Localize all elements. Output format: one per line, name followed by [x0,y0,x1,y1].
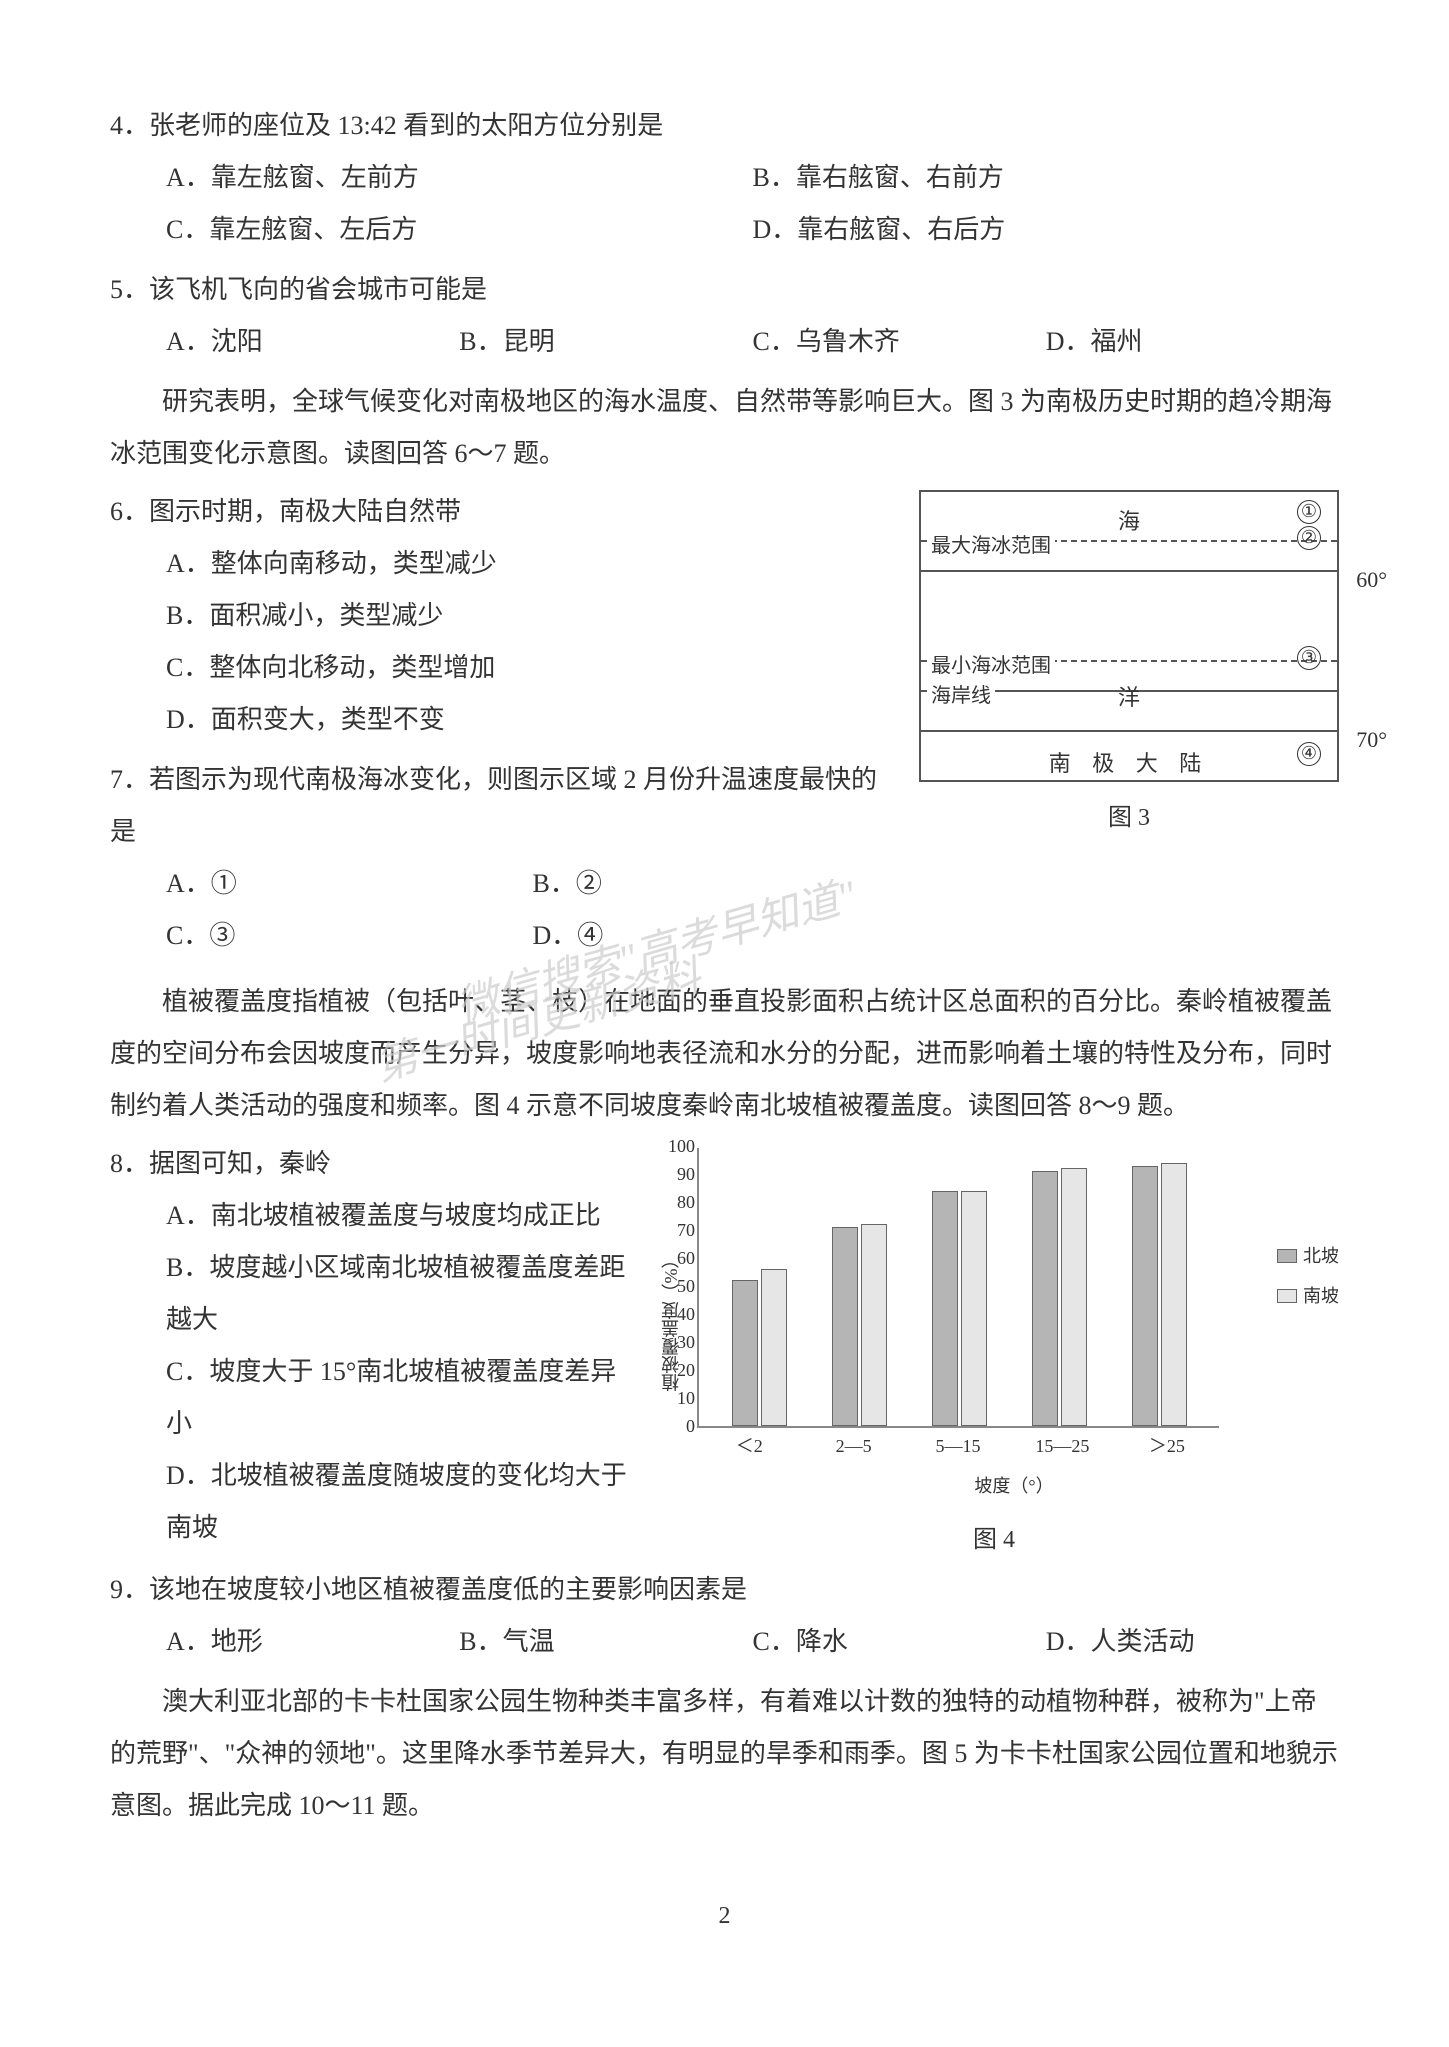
q4-stem: 4．张老师的座位及 13:42 看到的太阳方位分别是 [110,100,1339,152]
fig3-max-ice-label: 最大海冰范围 [927,526,1055,566]
q7-opt-c: C．③ [166,910,533,962]
q4-opt-b: B．靠右舷窗、右前方 [753,152,1340,204]
fig4-legend: 北坡南坡 [1277,1238,1339,1318]
fig4-xtick-label: ＞25 [1115,1428,1219,1464]
q9-opt-c: C．降水 [753,1616,1046,1668]
fig3-tick-70: 70° [1356,718,1387,762]
figure-4-chart: 植被覆盖度（%） 0102030405060708090100 ＜22—55—1… [649,1138,1339,1504]
fig4-xtick-label: ＜2 [697,1428,801,1464]
q4-opt-c: C．靠左舷窗、左后方 [166,204,753,256]
fig4-bar [1061,1168,1087,1426]
fig3-continent-label: 南 极 大 陆 [1049,742,1210,786]
q8-opt-d: D．北坡植被覆盖度随坡度的变化均大于南坡 [166,1450,629,1554]
fig4-bar-group [709,1269,809,1426]
q8-opt-c: C．坡度大于 15°南北坡植被覆盖度差异小 [166,1346,629,1450]
question-9: 9．该地在坡度较小地区植被覆盖度低的主要影响因素是 A．地形 B．气温 C．降水… [110,1564,1339,1668]
q6-opt-c: C．整体向北移动，类型增加 [166,642,899,694]
q6-opt-d: D．面积变大，类型不变 [166,694,899,746]
q5-opt-d: D．福州 [1046,316,1339,368]
fig4-bar [961,1191,987,1426]
fig4-bar [861,1224,887,1426]
q8-opt-a: A．南北坡植被覆盖度与坡度均成正比 [166,1190,629,1242]
fig4-legend-item: 北坡 [1277,1238,1339,1274]
fig3-coast-label: 海岸线 [927,676,995,716]
passage-fig3: 研究表明，全球气候变化对南极地区的海水温度、自然带等影响巨大。图 3 为南极历史… [110,376,1339,480]
fig4-bar [732,1280,758,1426]
q9-opt-b: B．气温 [459,1616,752,1668]
q9-opt-d: D．人类活动 [1046,1616,1339,1668]
fig3-marker-4: ④ [1297,742,1321,766]
q6-stem: 6．图示时期，南极大陆自然带 [110,486,899,538]
q5-opt-c: C．乌鲁木齐 [753,316,1046,368]
q6-opt-a: A．整体向南移动，类型减少 [166,538,899,590]
q7-options: A．① B．② C．③ D．④ [110,858,899,962]
fig4-legend-label: 南坡 [1303,1278,1339,1314]
fig4-xtick-label: 5—15 [906,1428,1010,1464]
fig4-bar [832,1227,858,1426]
fig4-bar-group [1109,1163,1209,1426]
q9-opt-a: A．地形 [166,1616,459,1668]
q4-opt-a: A．靠左舷窗、左前方 [166,152,753,204]
fig4-bar-group [1009,1168,1109,1426]
q5-opt-b: B．昆明 [459,316,752,368]
fig4-xtick-label: 15—25 [1010,1428,1114,1464]
fig4-caption: 图 4 [649,1516,1339,1564]
fig4-legend-swatch [1277,1289,1297,1303]
q7-opt-b: B．② [533,858,900,910]
q8-opt-b: B．坡度越小区域南北坡植被覆盖度差距越大 [166,1242,629,1346]
fig4-legend-label: 北坡 [1303,1238,1339,1274]
fig4-bar [1132,1166,1158,1426]
fig3-ocean-label: 洋 [1118,676,1140,720]
q5-options: A．沈阳 B．昆明 C．乌鲁木齐 D．福州 [110,316,1339,368]
q4-opt-d: D．靠右舷窗、右后方 [753,204,1340,256]
q5-opt-a: A．沈阳 [166,316,459,368]
q7-stem: 7．若图示为现代南极海冰变化，则图示区域 2 月份升温速度最快的是 [110,754,899,858]
passage-fig4: 植被覆盖度指植被（包括叶、茎、枝）在地面的垂直投影面积占统计区总面积的百分比。秦… [110,976,1339,1132]
q5-stem: 5．该飞机飞向的省会城市可能是 [110,264,1339,316]
question-4: 4．张老师的座位及 13:42 看到的太阳方位分别是 A．靠左舷窗、左前方 B．… [110,100,1339,256]
fig4-xlabel: 坡度（°） [649,1468,1339,1504]
fig4-ytick: 100 [655,1128,695,1164]
fig4-bar [1161,1163,1187,1426]
q9-options: A．地形 B．气温 C．降水 D．人类活动 [110,1616,1339,1668]
fig3-tick-60: 60° [1356,558,1387,602]
q6-options: A．整体向南移动，类型减少 B．面积减小，类型减少 C．整体向北移动，类型增加 … [110,538,899,746]
fig3-marker-1: ① [1297,500,1321,524]
fig4-plot-area: 0102030405060708090100 [697,1148,1219,1428]
block-q6-q7-fig3: 6．图示时期，南极大陆自然带 A．整体向南移动，类型减少 B．面积减小，类型减少… [110,486,1339,970]
fig4-bar [761,1269,787,1426]
fig4-bar [1032,1171,1058,1426]
fig4-legend-swatch [1277,1249,1297,1263]
q7-opt-d: D．④ [533,910,900,962]
figure-3-diagram: 海 ① 最大海冰范围 ② 60° 最小海冰范围 ③ 海岸线 洋 [919,490,1339,782]
fig3-sea-label: 海 [1118,500,1140,544]
q9-stem: 9．该地在坡度较小地区植被覆盖度低的主要影响因素是 [110,1564,1339,1616]
question-7: 7．若图示为现代南极海冰变化，则图示区域 2 月份升温速度最快的是 A．① B．… [110,754,899,962]
block-q8-fig4: 8．据图可知，秦岭 A．南北坡植被覆盖度与坡度均成正比 B．坡度越小区域南北坡植… [110,1138,1339,1564]
q7-opt-a: A．① [166,858,533,910]
q4-options: A．靠左舷窗、左前方 B．靠右舷窗、右前方 C．靠左舷窗、左后方 D．靠右舷窗、… [110,152,1339,256]
question-5: 5．该飞机飞向的省会城市可能是 A．沈阳 B．昆明 C．乌鲁木齐 D．福州 [110,264,1339,368]
question-6: 6．图示时期，南极大陆自然带 A．整体向南移动，类型减少 B．面积减小，类型减少… [110,486,899,746]
fig4-legend-item: 南坡 [1277,1278,1339,1314]
fig4-xtick-label: 2—5 [801,1428,905,1464]
fig4-x-labels: ＜22—55—1515—25＞25 [697,1428,1219,1464]
fig3-caption: 图 3 [919,794,1339,842]
fig3-marker-3: ③ [1297,646,1321,670]
fig4-bar-group [809,1224,909,1426]
q8-options: A．南北坡植被覆盖度与坡度均成正比 B．坡度越小区域南北坡植被覆盖度差距越大 C… [110,1190,629,1554]
q8-stem: 8．据图可知，秦岭 [110,1138,629,1190]
question-8: 8．据图可知，秦岭 A．南北坡植被覆盖度与坡度均成正比 B．坡度越小区域南北坡植… [110,1138,629,1554]
fig3-marker-2: ② [1297,526,1321,550]
fig4-bar-group [909,1191,1009,1426]
fig4-bar [932,1191,958,1426]
passage-fig5: 澳大利亚北部的卡卡杜国家公园生物种类丰富多样，有着难以计数的独特的动植物种群，被… [110,1676,1339,1832]
q6-opt-b: B．面积减小，类型减少 [166,590,899,642]
page-number: 2 [110,1892,1339,1940]
